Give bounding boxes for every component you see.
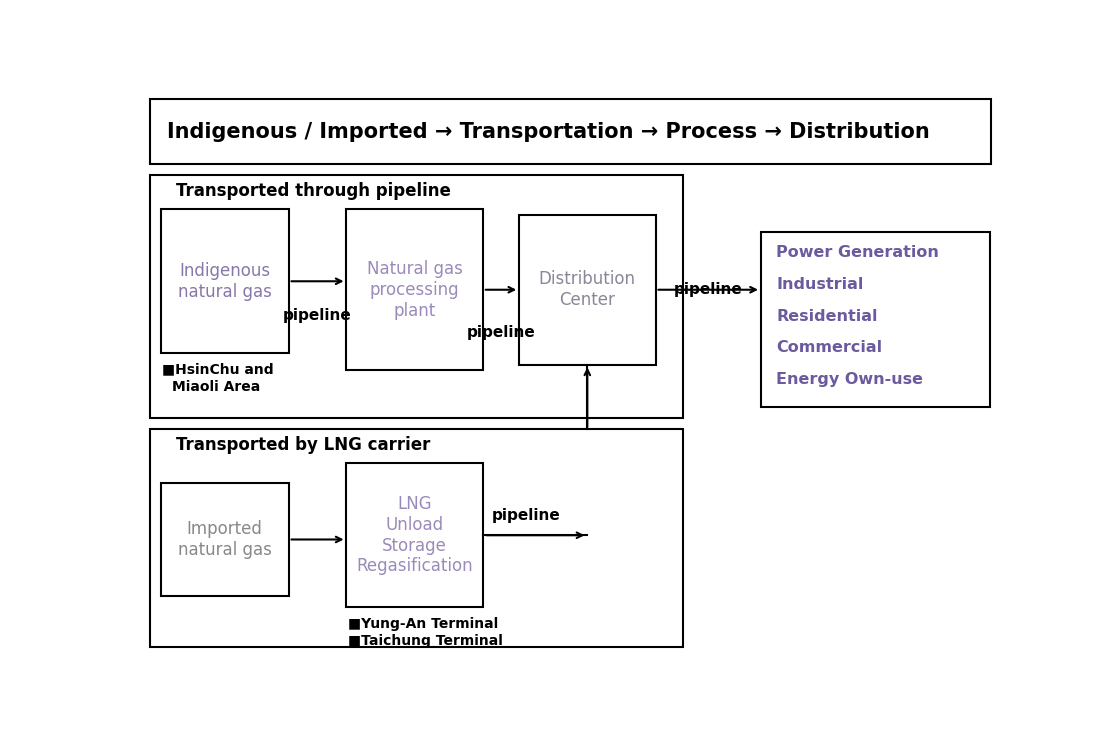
Text: ■Taichung Terminal: ■Taichung Terminal [349,634,504,648]
Text: Indigenous / Imported → Transportation → Process → Distribution: Indigenous / Imported → Transportation →… [167,122,929,141]
Text: Energy Own-use: Energy Own-use [776,372,924,387]
Text: Imported
natural gas: Imported natural gas [178,520,272,559]
Text: ■Yung-An Terminal: ■Yung-An Terminal [349,617,498,631]
Bar [346,210,482,370]
Text: ■HsinChu and: ■HsinChu and [162,362,273,376]
Text: LNG
Unload
Storage
Regasification: LNG Unload Storage Regasification [356,495,473,575]
Text: Commercial: Commercial [776,341,882,356]
Text: pipeline: pipeline [674,282,743,298]
Text: Transported by LNG carrier: Transported by LNG carrier [176,436,430,454]
Bar [160,210,289,353]
Bar [761,232,989,407]
Text: pipeline: pipeline [283,308,352,323]
Text: pipeline: pipeline [467,325,536,339]
Text: Miaoli Area: Miaoli Area [172,380,261,394]
Text: Natural gas
processing
plant: Natural gas processing plant [367,260,462,320]
Text: Indigenous
natural gas: Indigenous natural gas [178,262,272,301]
Bar [149,175,683,418]
Text: Distribution
Center: Distribution Center [539,270,636,309]
Bar [149,99,991,164]
Bar [519,215,655,364]
Text: Industrial: Industrial [776,277,863,292]
Text: pipeline: pipeline [492,508,560,523]
Bar [149,430,683,647]
Text: Power Generation: Power Generation [776,245,939,260]
Text: Transported through pipeline: Transported through pipeline [176,183,450,200]
Text: Residential: Residential [776,309,878,324]
Bar [346,463,482,607]
Bar [160,483,289,596]
